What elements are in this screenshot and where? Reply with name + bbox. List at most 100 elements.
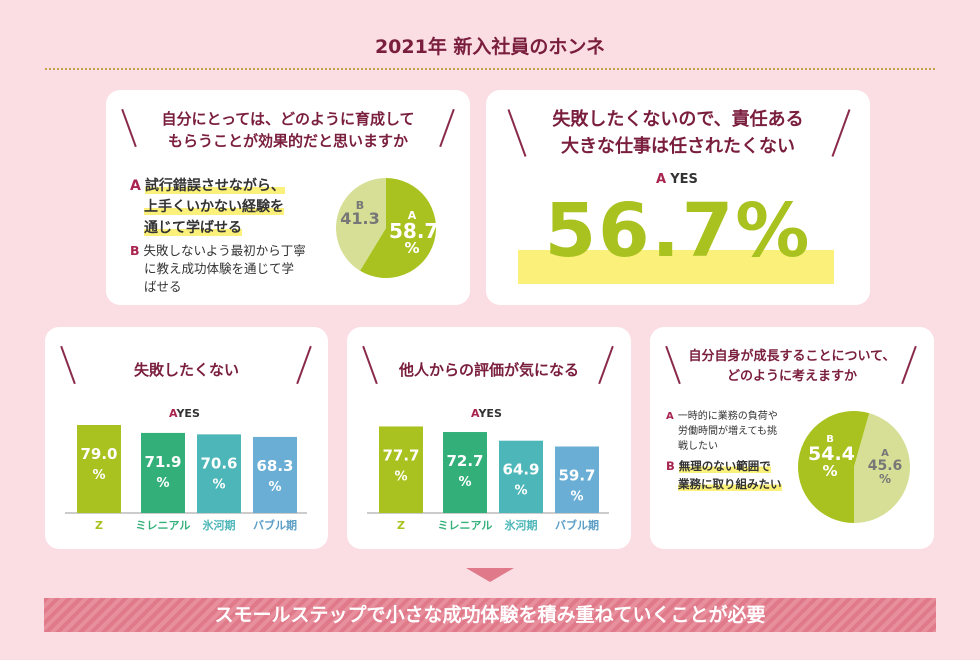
bar-pct-label: %: [570, 489, 583, 504]
bar-pct-label: %: [212, 477, 225, 492]
yes-label: AYES: [471, 407, 502, 420]
category-label: ミレニアル: [438, 519, 493, 532]
option-b-letter: B: [666, 459, 675, 473]
question-heading: 自分自身が成長することについて、 どのように考えますか: [670, 347, 914, 387]
bar-pct-label: %: [92, 468, 105, 483]
category-label: Z: [95, 519, 103, 532]
dotted-divider: [45, 68, 935, 70]
bar-2: [197, 434, 241, 513]
bar-3: [253, 436, 297, 513]
question-line2: 大きな仕事は任されたくない: [561, 136, 795, 157]
pie2-label-a: A 45.6 %: [864, 448, 906, 486]
bar-chart-fear-failure: 79.0% Z 71.9% ミレニアル 70.6% 氷河期 68.3% バブル期: [65, 425, 307, 532]
pie-chart-self-growth: [798, 411, 910, 523]
option-a-line1: 一時的に業務の負荷や: [677, 411, 778, 422]
card-growth-method: 自分にとっては、どのように育成して もらうことが効果的だと思いますか A 試行錯誤…: [106, 90, 470, 305]
yes-text: YES: [670, 172, 698, 187]
chart-heading: 失敗したくない: [133, 361, 239, 379]
option-b-line1: 無理のない範囲で: [678, 459, 771, 473]
card-care-evaluation: 他人からの評価が気になる AYES 77.7% Z 72.7% ミレニアル 64.9% 氷…: [347, 327, 631, 549]
option-a-line1: 試行錯誤させながら、: [144, 178, 285, 194]
question-line1: 自分自身が成長することについて、: [688, 349, 896, 364]
down-arrow-icon: [466, 568, 514, 582]
big-percent: 56.7%: [544, 188, 812, 274]
yes-text: YES: [478, 407, 502, 420]
category-label: 氷河期: [505, 518, 538, 532]
bar-value-label: 79.0: [80, 445, 117, 463]
pie1-label-a: A 58.7 %: [389, 209, 439, 257]
pie-slice-b: [798, 411, 870, 523]
bar-pct-label: %: [514, 484, 527, 499]
bar-pct-label: %: [268, 480, 281, 495]
bar-2: [499, 440, 543, 513]
pie2-a-letter: A: [881, 448, 889, 459]
option-b-line3: ばせる: [144, 279, 182, 294]
pie1-a-value: 58.7: [389, 219, 439, 243]
pie1-b-letter: B: [355, 199, 365, 212]
yes-letter: A: [471, 407, 479, 420]
pie1-a-letter: A: [407, 209, 417, 222]
question-heading: 自分にとっては、どのように育成して もらうことが効果的だと思いますか: [136, 108, 440, 152]
bar-value-label: 64.9: [502, 461, 539, 479]
option-b: B 失敗しないよう最初から丁寧 に教え成功体験を通じて学 ばせる: [130, 242, 330, 296]
slash-left: [507, 109, 527, 157]
option-a-letter: A: [130, 178, 141, 194]
pie2-a-pct: %: [878, 472, 892, 486]
bar-value-label: 70.6: [200, 454, 237, 472]
yes-text: YES: [176, 407, 200, 420]
option-a: A 一時的に業務の負荷や 労働時間が増えても挑 戦したい: [666, 409, 816, 454]
option-b: B 無理のない範囲で 業務に取り組みたい: [666, 457, 816, 493]
category-label: Z: [397, 519, 405, 532]
pie1-label-b: B 41.3: [338, 200, 382, 227]
bar-value-label: 77.7: [382, 446, 419, 464]
slash-right: [831, 109, 851, 157]
page-title: 2021年 新入社員のホンネ: [374, 36, 606, 58]
bar-1: [141, 432, 185, 513]
bar-chart-care-evaluation: 77.7% Z 72.7% ミレニアル 64.9% 氷河期 59.7% バブル期: [367, 426, 609, 532]
card-fear-failure: 失敗したくない AYES 79.0% Z 71.9% ミレニアル 70.6% 氷河期 68.…: [45, 327, 328, 549]
category-label: バブル期: [555, 518, 599, 532]
category-label: 氷河期: [203, 518, 236, 532]
question-line1: 自分にとっては、どのように育成して: [161, 110, 415, 128]
bar-pct-label: %: [156, 476, 169, 491]
bar-value-label: 72.7: [446, 452, 483, 470]
option-a-line2: 労働時間が増えても挑: [678, 426, 777, 437]
card-self-growth: 自分自身が成長することについて、 どのように考えますか A 一時的に業務の負荷や …: [650, 327, 934, 549]
option-b-line1: 失敗しないよう最初から丁寧: [143, 243, 306, 258]
bar-0: [379, 426, 423, 513]
option-a: A 試行錯誤させながら、 上手くいかない経験を 通じて学ばせる: [130, 176, 330, 239]
pie2-b-letter: B: [826, 434, 834, 445]
option-b-letter: B: [130, 243, 140, 258]
option-a-letter: A: [666, 411, 674, 422]
option-b-line2: 業務に取り組みたい: [678, 477, 782, 491]
bar-3: [555, 446, 599, 513]
pie-slice-a: [854, 413, 910, 523]
yes-letter: A: [169, 407, 177, 420]
chart-heading: 他人からの評価が気になる: [398, 361, 579, 379]
pie2-a-value: 45.6: [867, 458, 903, 474]
pie1-a-pct: %: [404, 239, 420, 257]
question-line2: どのように考えますか: [726, 369, 857, 384]
pie2-b-value: 54.4: [808, 443, 855, 465]
option-a-line3: 戦したい: [678, 441, 718, 452]
slash-left: [121, 108, 137, 148]
pie-slice-b: [336, 178, 386, 271]
yes-letter: A: [656, 172, 667, 187]
pie2-b-pct: %: [822, 462, 838, 480]
question-line2: もらうことが効果的だと思いますか: [167, 132, 408, 150]
pie-chart-growth-method: [336, 178, 436, 278]
yes-label: AYES: [169, 407, 200, 420]
bar-pct-label: %: [458, 475, 471, 490]
pie2-label-b: B 54.4 %: [808, 434, 855, 480]
bar-1: [443, 432, 487, 513]
question-heading: 失敗したくないので、責任ある 大きな仕事は任されたくない: [526, 106, 830, 160]
question-line1: 失敗したくないので、責任ある: [552, 109, 804, 130]
option-a-line3: 通じて学ばせる: [144, 220, 242, 236]
yes-label: A YES: [656, 172, 698, 187]
bar-value-label: 71.9: [144, 453, 181, 471]
bar-value-label: 59.7: [558, 466, 595, 484]
pie1-b-value: 41.3: [340, 209, 380, 228]
bar-pct-label: %: [394, 469, 407, 484]
conclusion-banner: スモールステップで小さな成功体験を積み重ねていくことが必要: [44, 598, 936, 632]
option-a-line2: 上手くいかない経験を: [144, 199, 284, 215]
